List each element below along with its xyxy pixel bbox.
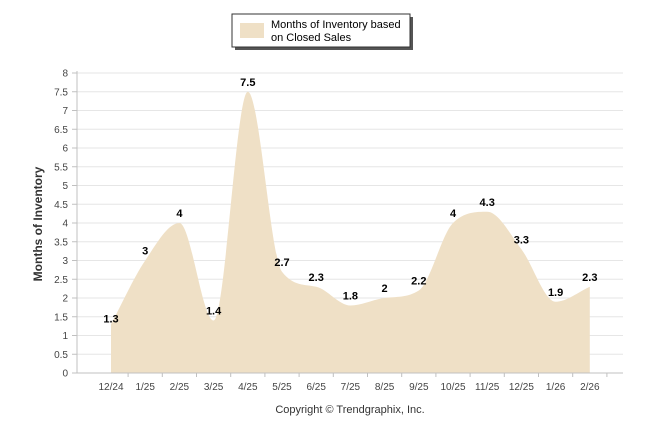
y-tick-label: 1.5 <box>54 312 68 323</box>
data-label: 4 <box>176 208 183 220</box>
y-tick-label: 5.5 <box>54 162 68 173</box>
data-label: 2.3 <box>582 272 597 284</box>
data-label: 4 <box>450 208 457 220</box>
data-label: 2.7 <box>274 257 289 269</box>
y-tick-labels: 0 0.5 1 1.5 2 2.5 3 3.5 4 4.5 5 5.5 6 6.5 7 7.5 8 <box>54 69 68 380</box>
data-label: 1.3 <box>103 313 118 325</box>
y-tick-label: 2.5 <box>54 275 68 286</box>
x-tick-label: 11/25 <box>475 382 500 393</box>
x-tick-label: 10/25 <box>440 382 465 393</box>
area-layer <box>111 91 590 373</box>
x-tick-label: 2/26 <box>580 382 600 393</box>
y-tick-label: 0 <box>62 369 68 380</box>
data-label: 3.3 <box>514 234 529 246</box>
data-label: 3 <box>142 246 148 258</box>
copyright-credit: Copyright © Trendgraphix, Inc. <box>275 404 424 416</box>
x-tick-label: 4/25 <box>238 382 258 393</box>
x-tick-label: 1/26 <box>546 382 566 393</box>
legend-label-line-1: Months of Inventory based <box>271 19 401 31</box>
legend-label-line-2: on Closed Sales <box>271 32 352 44</box>
y-tick-label: 1 <box>62 331 68 342</box>
data-label: 7.5 <box>240 77 255 89</box>
y-tick-label: 6 <box>62 144 68 155</box>
axis-layer <box>72 71 623 377</box>
data-label: 2 <box>382 283 388 295</box>
x-tick-label: 6/25 <box>306 382 326 393</box>
y-tick-label: 4 <box>62 219 68 230</box>
data-label: 2.2 <box>411 276 426 288</box>
data-labels: 1.3 3 4 1.4 7.5 2.7 2.3 1.8 2 2.2 4 4.3 3.3 1.9 2.3 <box>103 77 597 326</box>
data-label: 4.3 <box>480 197 495 209</box>
y-tick-label: 3.5 <box>54 237 68 248</box>
data-label: 2.3 <box>309 272 324 284</box>
legend-swatch <box>240 23 264 38</box>
y-tick-label: 0.5 <box>54 350 68 361</box>
y-tick-label: 7.5 <box>54 87 68 98</box>
y-tick-label: 5 <box>62 181 68 192</box>
y-tick-label: 8 <box>62 69 68 80</box>
x-tick-label: 1/25 <box>135 382 155 393</box>
x-tick-label: 12/24 <box>98 382 123 393</box>
x-tick-label: 7/25 <box>341 382 361 393</box>
x-tick-label: 3/25 <box>204 382 224 393</box>
x-tick-label: 12/25 <box>509 382 534 393</box>
y-tick-label: 4.5 <box>54 200 68 211</box>
data-label: 1.4 <box>206 306 222 318</box>
y-tick-label: 7 <box>62 106 68 117</box>
data-label: 1.9 <box>548 287 563 299</box>
y-axis-title: Months of Inventory <box>31 166 45 281</box>
data-label: 1.8 <box>343 291 358 303</box>
x-tick-label: 2/25 <box>170 382 190 393</box>
x-tick-label: 9/25 <box>409 382 429 393</box>
x-tick-label: 5/25 <box>272 382 292 393</box>
y-tick-label: 3 <box>62 256 68 267</box>
x-tick-labels: 12/24 1/25 2/25 3/25 4/25 5/25 6/25 7/25 8/25 9/2… <box>98 382 599 393</box>
area-series-months-of-inventory[interactable] <box>111 91 590 373</box>
legend[interactable]: Months of Inventory based on Closed Sale… <box>231 13 413 50</box>
y-tick-label: 2 <box>62 294 68 305</box>
x-tick-label: 8/25 <box>375 382 395 393</box>
y-tick-label: 6.5 <box>54 125 68 136</box>
